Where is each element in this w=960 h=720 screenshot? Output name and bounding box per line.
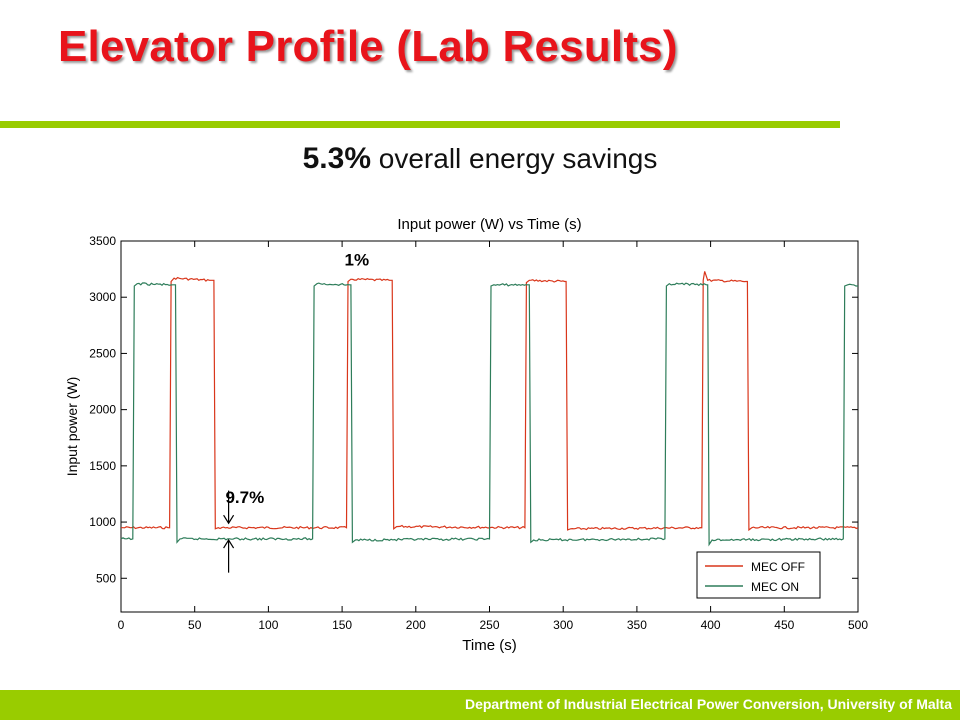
y-tick-label: 2000 <box>89 403 116 417</box>
annotation-label: 9.7% <box>225 488 264 507</box>
x-tick-label: 100 <box>258 618 278 632</box>
legend-box <box>696 551 821 599</box>
annotation-label: 1% <box>345 251 370 270</box>
x-axis-label: Time (s) <box>462 637 516 654</box>
series-lines <box>120 271 859 547</box>
chart-title: Input power (W) vs Time (s) <box>397 216 581 233</box>
x-tick-label: 450 <box>774 618 794 632</box>
x-tick-label: 200 <box>406 618 426 632</box>
x-tick-label: 0 <box>118 618 125 632</box>
annotations: 1% 9.7% <box>223 251 370 573</box>
power-chart: Input power (W) vs Time (s) 0 50 100 150 200… <box>64 216 868 654</box>
x-tick-label: 50 <box>188 618 202 632</box>
annotation-arrowhead <box>223 538 235 549</box>
y-tick-label: 500 <box>96 571 116 585</box>
legend: MEC OFF MEC ON <box>696 551 821 599</box>
y-tick-label: 3500 <box>89 234 116 248</box>
x-tick-label: 350 <box>627 618 647 632</box>
title-underline <box>0 121 840 128</box>
plot-frame <box>120 240 859 613</box>
y-tick-label: 1500 <box>89 459 116 473</box>
headline-text: overall energy savings <box>371 143 658 174</box>
y-tick-label: 1000 <box>89 515 116 529</box>
x-tick-label: 250 <box>479 618 499 632</box>
legend-label: MEC ON <box>751 580 799 594</box>
x-tick-label: 300 <box>553 618 573 632</box>
y-tick-label: 2500 <box>89 346 116 360</box>
x-tick-label: 400 <box>701 618 721 632</box>
headline: 5.3% overall energy savings <box>0 142 960 176</box>
y-tick-label: 3000 <box>89 290 116 304</box>
series-line-mec-on <box>120 282 858 547</box>
footer-text: Department of Industrial Electrical Powe… <box>464 696 952 712</box>
y-axis-label: Input power (W) <box>64 377 80 477</box>
axis-ticks: 0 50 100 150 200 250 300 350 400 450 500 500 1000 150… <box>89 234 868 632</box>
headline-value: 5.3% <box>302 142 371 175</box>
legend-label: MEC OFF <box>751 560 805 574</box>
annotation-arrowhead <box>223 514 235 525</box>
footer-bar: Department of Industrial Electrical Powe… <box>0 690 960 720</box>
x-tick-label: 150 <box>332 618 352 632</box>
slide-title: Elevator Profile (Lab Results) <box>58 22 678 71</box>
series-line-mec-off <box>121 271 859 532</box>
x-tick-label: 500 <box>848 618 868 632</box>
